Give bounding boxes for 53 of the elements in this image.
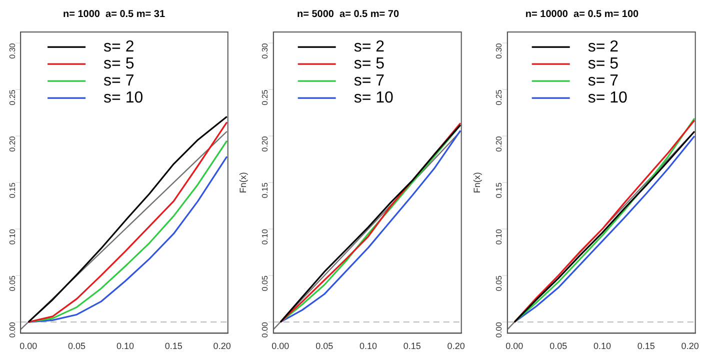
x-tick-label: 0.10 [359, 341, 378, 352]
y-tick-label: 0.00 [260, 322, 270, 338]
x-tick-label: 0.15 [403, 341, 421, 352]
legend-label: s= 5 [354, 55, 385, 72]
y-tick-label: 0.25 [8, 89, 17, 106]
legend-label: s= 7 [588, 72, 619, 90]
legend-label: s= 5 [588, 55, 619, 72]
y-axis-title: Fn(x) [238, 172, 248, 194]
x-tick-label: 0.00 [272, 341, 290, 352]
legend-label: s= 7 [104, 72, 134, 90]
y-tick-label: 0.30 [8, 42, 17, 59]
y-tick-label: 0.15 [8, 182, 17, 198]
y-tick-label: 0.20 [8, 136, 17, 152]
x-tick-label: 0.05 [68, 341, 86, 352]
chart-title: n= 5000 a= 0.5 m= 70 [296, 8, 400, 20]
y-axis-title: Fn(x) [472, 172, 482, 194]
x-tick-label: 0.10 [593, 341, 612, 352]
y-tick-label: 0.00 [8, 322, 17, 338]
legend-label: s= 7 [354, 72, 385, 90]
x-tick-label: 0.20 [681, 341, 699, 352]
x-tick-label: 0.00 [20, 341, 38, 352]
x-tick-label: 0.15 [164, 341, 182, 352]
x-tick-label: 0.15 [637, 341, 655, 352]
y-tick-label: 0.05 [494, 275, 504, 292]
x-tick-label: 0.20 [213, 341, 231, 352]
legend-label: s= 10 [104, 89, 144, 106]
x-tick-label: 0.05 [550, 341, 568, 352]
y-tick-label: 0.05 [260, 275, 270, 292]
legend-label: s= 10 [588, 89, 628, 106]
y-tick-label: 0.15 [260, 182, 270, 198]
x-tick-label: 0.10 [116, 341, 134, 352]
y-tick-label: 0.25 [494, 89, 504, 106]
x-tick-label: 0.20 [447, 341, 465, 352]
legend-label: s= 2 [354, 38, 385, 56]
y-tick-label: 0.15 [494, 182, 504, 198]
legend-label: s= 5 [104, 55, 134, 72]
y-tick-label: 0.10 [8, 228, 17, 245]
y-tick-label: 0.05 [8, 275, 17, 292]
y-tick-label: 0.30 [494, 42, 504, 59]
x-tick-label: 0.00 [506, 341, 524, 352]
y-tick-label: 0.20 [494, 136, 504, 152]
chart-title: n= 10000 a= 0.5 m= 100 [525, 8, 640, 20]
x-tick-label: 0.05 [316, 341, 334, 352]
y-tick-label: 0.30 [260, 42, 270, 59]
legend-label: s= 2 [104, 38, 134, 56]
y-tick-label: 0.25 [260, 89, 270, 106]
legend-label: s= 10 [354, 89, 394, 106]
y-tick-label: 0.10 [260, 228, 270, 245]
y-tick-label: 0.10 [494, 228, 504, 245]
y-tick-label: 0.20 [260, 136, 270, 152]
y-tick-label: 0.00 [494, 322, 504, 338]
chart-title: n= 1000 a= 0.5 m= 31 [62, 8, 166, 20]
legend-label: s= 2 [588, 38, 619, 56]
